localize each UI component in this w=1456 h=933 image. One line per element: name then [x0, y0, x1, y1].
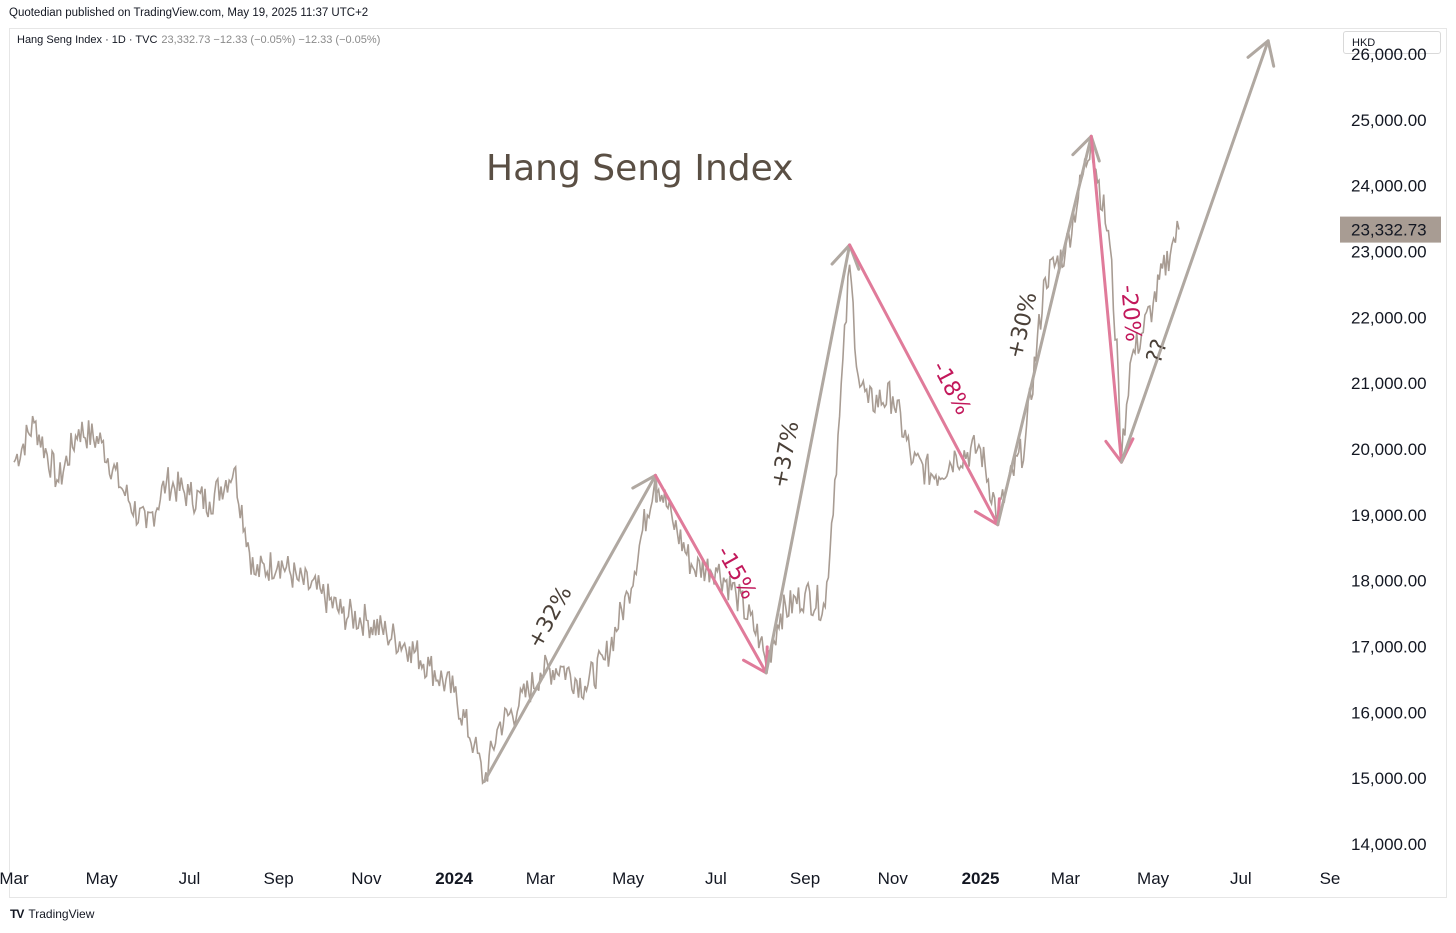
- x-tick-label: May: [86, 869, 119, 888]
- x-tick-label: May: [612, 869, 645, 888]
- annotation-label: -20%: [1115, 284, 1145, 343]
- last-price-tag: 23,332.73: [1340, 216, 1441, 243]
- x-tick-label: Mar: [0, 869, 29, 888]
- trend-arrow-shaft: [482, 473, 657, 783]
- x-tick-label: Nov: [351, 869, 382, 888]
- chart-legend: Hang Seng Index · 1D · TVC 23,332.73 −12.…: [17, 34, 380, 46]
- x-tick-label: Nov: [878, 869, 909, 888]
- y-axis: 14,000.00 15,000.00 16,000.00 17,000.00 18,0…: [1351, 45, 1427, 854]
- legend-symbol[interactable]: Hang Seng Index · 1D · TVC: [17, 34, 158, 46]
- trend-arrow-shaft: [764, 243, 852, 675]
- annotation-label: ??: [1142, 336, 1173, 366]
- last-price-label: 23,332.73: [1351, 221, 1427, 240]
- trend-arrow-shaft: [1119, 39, 1270, 464]
- trend-arrow-shaft: [653, 473, 768, 675]
- annotation-labels: +32%-15%+37%-18%+30% -20%??: [523, 284, 1173, 653]
- x-tick-label: 2025: [962, 869, 1000, 888]
- tradingview-logo-icon: TV: [10, 907, 24, 921]
- trend-arrow-head: [1246, 39, 1276, 68]
- x-tick-label: Mar: [1051, 869, 1081, 888]
- annotation-label: -18%: [927, 357, 976, 419]
- x-tick-label: Jul: [179, 869, 201, 888]
- y-tick-label: 15,000.00: [1351, 769, 1427, 788]
- y-tick-label: 26,000.00: [1351, 45, 1427, 64]
- x-tick-label: Se: [1320, 869, 1341, 888]
- annotation-label: +32%: [523, 582, 578, 653]
- trend-arrow-shaft: [1089, 134, 1123, 464]
- y-tick-label: 17,000.00: [1351, 638, 1427, 657]
- trend-arrow-shaft: [848, 243, 1000, 527]
- y-tick-label: 25,000.00: [1351, 111, 1427, 130]
- annotation-label: +37%: [767, 419, 804, 490]
- y-tick-label: 20,000.00: [1351, 440, 1427, 459]
- y-tick-label: 23,000.00: [1351, 243, 1427, 262]
- trend-arrows: [482, 39, 1276, 783]
- x-tick-label: May: [1137, 869, 1170, 888]
- chart-title: Hang Seng Index: [486, 148, 793, 189]
- x-tick-label: Jul: [1230, 869, 1252, 888]
- price-series-line: [13, 139, 1180, 785]
- chart-frame: [9, 28, 1447, 898]
- y-tick-label: 22,000.00: [1351, 308, 1427, 327]
- y-tick-label: 21,000.00: [1351, 374, 1427, 393]
- footer-brand-label: TradingView: [28, 907, 95, 921]
- y-tick-label: 19,000.00: [1351, 506, 1427, 525]
- y-tick-label: 14,000.00: [1351, 835, 1427, 854]
- x-tick-label: Jul: [705, 869, 727, 888]
- publisher-note: Quotedian published on TradingView.com, …: [9, 7, 369, 19]
- currency-button[interactable]: HKD: [1343, 31, 1441, 54]
- x-tick-label: 2024: [435, 869, 473, 888]
- y-tick-label: 16,000.00: [1351, 703, 1427, 722]
- footer-brand[interactable]: TV TradingView: [10, 907, 94, 921]
- x-tick-label: Sep: [264, 869, 294, 888]
- legend-values: 23,332.73 −12.33 (−0.05%) −12.33 (−0.05%…: [161, 34, 381, 46]
- trend-arrow-shaft: [996, 134, 1093, 527]
- x-tick-label: Sep: [790, 869, 820, 888]
- x-axis: Mar May Jul Sep Nov 2024 Mar May Jul Sep Nov 2025 Ma…: [0, 869, 1340, 888]
- annotation-label: -15%: [711, 542, 761, 604]
- y-tick-label: 24,000.00: [1351, 177, 1427, 196]
- x-tick-label: Mar: [526, 869, 556, 888]
- y-tick-label: 18,000.00: [1351, 572, 1427, 591]
